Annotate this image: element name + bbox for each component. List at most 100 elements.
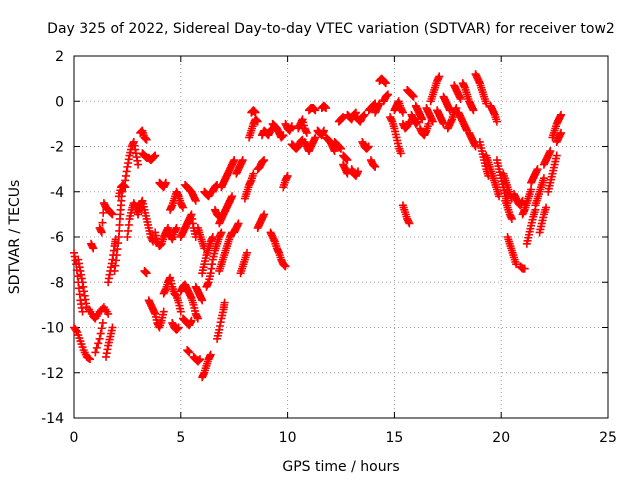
data-point [512,260,521,269]
data-point [206,350,215,359]
data-point [520,264,529,273]
data-point [452,104,461,113]
data-point [279,131,288,140]
data-point [527,185,536,194]
data-point [151,151,160,160]
axis-ticks: 0 5 10 15 20 25 -14 -12 -10 -8 -6 -4 -2 0 2 [41,49,617,446]
y-tick-label: -8 [50,275,64,291]
data-point [381,79,390,88]
data-point [178,203,187,212]
data-point [371,162,380,171]
data-point [492,117,501,126]
x-axis-label: GPS time / hours [282,459,399,475]
data-point [243,248,252,257]
x-tick-label: 0 [70,430,79,446]
data-points [70,70,566,382]
y-tick-label: -12 [41,366,64,382]
data-point [396,149,405,158]
data-point [322,104,331,113]
data-point [251,108,260,117]
data-point [198,296,207,305]
data-point [557,128,566,137]
data-point [260,210,269,219]
x-tick-label: 5 [176,430,185,446]
data-point [413,117,422,126]
y-tick-label: 0 [55,94,64,110]
y-tick-label: 2 [55,49,64,65]
x-tick-label: 15 [385,430,403,446]
data-point [337,144,345,153]
data-point [217,228,226,237]
data-point [159,307,168,316]
data-point [424,119,433,128]
data-point [409,92,418,101]
data-point [302,128,311,137]
data-point [86,355,95,364]
data-point [287,122,296,131]
data-point [185,348,194,357]
y-axis-label: SDTVAR / TECUs [7,180,23,295]
chart-title: Day 325 of 2022, Sidereal Day-to-day VTE… [47,21,615,37]
data-point [311,133,320,142]
data-point [134,160,143,169]
data-point [418,115,427,124]
data-point [469,106,478,115]
data-point [94,339,103,348]
data-point [311,106,320,115]
data-point [91,348,100,357]
data-point [319,126,328,135]
data-point [108,323,117,332]
data-point [121,183,130,192]
data-point [343,156,352,165]
data-point [507,214,516,223]
data-point [330,147,339,156]
data-point [98,218,107,227]
data-point [253,117,262,126]
data-point [546,147,555,156]
data-point [191,196,200,205]
data-point [228,192,237,201]
x-tick-label: 20 [492,430,510,446]
data-point [354,167,363,176]
data-point [539,174,548,183]
data-point [360,110,369,119]
data-point [435,72,444,81]
grid-lines [74,56,608,418]
data-point [238,156,247,165]
data-point [405,219,414,228]
data-point [364,142,373,151]
y-tick-label: -2 [50,140,64,156]
data-point [281,262,290,271]
data-point [283,171,292,180]
data-point [542,203,551,212]
data-point [161,178,170,187]
x-tick-label: 10 [279,430,297,446]
data-point [220,298,229,307]
data-point [187,316,196,325]
data-point [97,324,106,333]
data-point [234,219,243,228]
data-point [174,323,183,332]
data-point [456,94,465,103]
data-point [98,318,107,327]
data-point [104,309,113,318]
data-point [172,223,181,232]
data-point [97,228,106,237]
y-tick-label: -6 [50,230,64,246]
data-point [557,110,566,119]
y-tick-label: -10 [41,321,64,337]
data-point [471,142,480,151]
data-point [428,117,437,126]
data-point [96,329,105,338]
data-point [249,169,258,178]
data-point [95,334,104,343]
data-point [482,99,491,108]
data-point [142,135,151,144]
data-point [78,307,87,316]
data-point [260,156,269,165]
data-point [230,156,239,165]
data-point [398,108,407,117]
data-point [196,355,205,364]
y-tick-label: -4 [50,185,64,201]
x-tick-label: 25 [599,430,617,446]
